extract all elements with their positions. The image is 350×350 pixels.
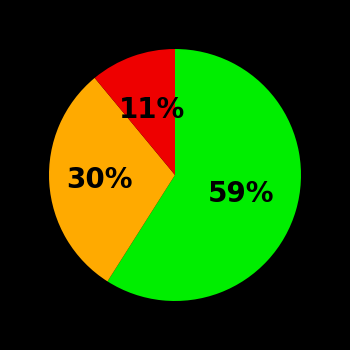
Wedge shape (107, 49, 301, 301)
Text: 59%: 59% (208, 180, 275, 208)
Text: 30%: 30% (66, 166, 133, 194)
Wedge shape (95, 49, 175, 175)
Text: 11%: 11% (118, 96, 185, 124)
Wedge shape (49, 78, 175, 281)
